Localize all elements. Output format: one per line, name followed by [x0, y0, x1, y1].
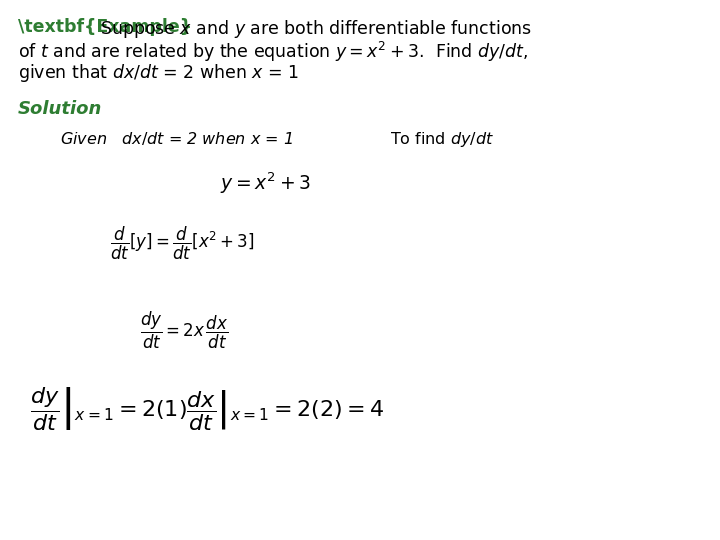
Text: $\dfrac{d}{dt}[y] = \dfrac{d}{dt}[x^2 + 3]$: $\dfrac{d}{dt}[y] = \dfrac{d}{dt}[x^2 + … — [110, 225, 255, 262]
Text: Solution: Solution — [18, 100, 102, 118]
Text: $\left.\dfrac{dy}{dt}\right|_{x=1} = 2(1)\left.\dfrac{dx}{dt}\right|_{x=1} = 2(2: $\left.\dfrac{dy}{dt}\right|_{x=1} = 2(1… — [30, 385, 384, 432]
Text: $Given$   $dx/dt$ = 2 when $x$ = 1: $Given$ $dx/dt$ = 2 when $x$ = 1 — [60, 130, 293, 147]
Text: given that $dx/dt$ = 2 when $x$ = 1: given that $dx/dt$ = 2 when $x$ = 1 — [18, 62, 299, 84]
Text: Suppose $x$ and $y$ are both differentiable functions: Suppose $x$ and $y$ are both differentia… — [100, 18, 532, 40]
Text: To find $dy/dt$: To find $dy/dt$ — [390, 130, 494, 149]
Text: \textbf{Example}: \textbf{Example} — [18, 18, 192, 36]
Text: of $t$ and are related by the equation $y = x^2 + 3$.  Find $dy/dt,$: of $t$ and are related by the equation $… — [18, 40, 528, 64]
Text: $\dfrac{dy}{dt} = 2x\,\dfrac{dx}{dt}$: $\dfrac{dy}{dt} = 2x\,\dfrac{dx}{dt}$ — [140, 310, 228, 351]
Text: $y = x^2 + 3$: $y = x^2 + 3$ — [220, 170, 311, 195]
